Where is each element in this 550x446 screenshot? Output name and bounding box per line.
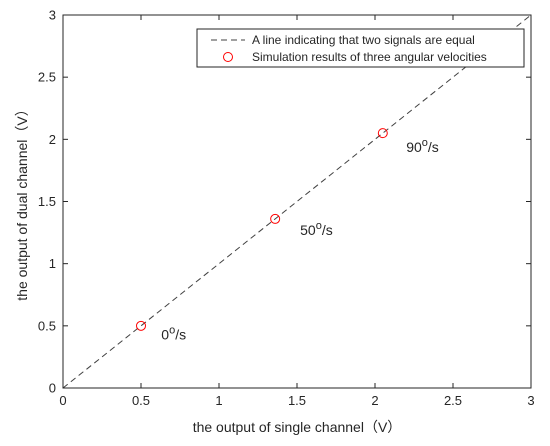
axes: 0 0.5 1 1.5 2 2.5 3 0 0.5 1 1.5 2 2.5 3 the output o… [14, 8, 535, 436]
annotation-value: 50 [300, 222, 316, 238]
x-tick-label: 1 [215, 393, 222, 408]
legend-box [196, 28, 525, 68]
simulation-point [377, 128, 388, 139]
annotation-degree: o [316, 220, 322, 232]
x-axis-label: the output of single channel（V） [193, 419, 402, 435]
simulation-point [270, 213, 281, 224]
y-axis-label: the output of dual channel（V） [14, 102, 30, 300]
simulation-point [136, 320, 146, 331]
y-tick-label: 1 [49, 256, 56, 271]
y-tick-label: 0.5 [38, 318, 56, 333]
y-tick-label: 3 [49, 8, 56, 23]
legend-marker-sample [223, 52, 233, 62]
annotation-unit: /s [322, 222, 333, 238]
y-ticks: 0 0.5 1 1.5 2 2.5 3 [38, 8, 531, 396]
x-tick-label: 1.5 [288, 393, 306, 408]
legend-entry-line: A line indicating that two signals are e… [252, 33, 475, 47]
velocity-annotation: 50o/s [300, 220, 333, 238]
y-tick-label: 2 [49, 132, 56, 147]
x-ticks: 0 0.5 1 1.5 2 2.5 3 [59, 15, 535, 408]
velocity-annotation: 0o/s [161, 325, 186, 343]
y-tick-label: 1.5 [38, 194, 56, 209]
y-tick-label: 0 [49, 381, 56, 396]
equal-signal-line [62, 14, 532, 389]
legend-entry-markers: Simulation results of three angular velo… [252, 50, 487, 64]
x-tick-label: 2.5 [444, 393, 462, 408]
annotation-unit: /s [175, 327, 186, 343]
y-tick-label: 2.5 [38, 70, 56, 85]
velocity-annotation: 90o/s [406, 137, 439, 155]
annotation-value: 0 [161, 327, 169, 343]
plot-area [62, 14, 532, 389]
annotation-value: 90 [406, 139, 422, 155]
legend: A line indicating that two signals are e… [196, 28, 525, 68]
x-tick-label: 3 [527, 393, 534, 408]
annotation-degree: o [169, 325, 175, 337]
annotation-degree: o [422, 137, 428, 149]
x-tick-label: 2 [371, 393, 378, 408]
x-tick-label: 0 [59, 393, 66, 408]
annotation-unit: /s [428, 139, 439, 155]
x-tick-label: 0.5 [132, 393, 150, 408]
